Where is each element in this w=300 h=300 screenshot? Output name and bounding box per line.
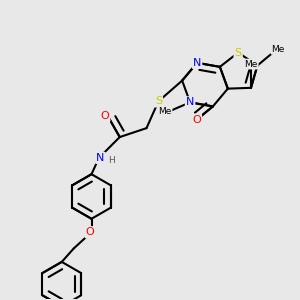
Text: O: O [192, 115, 201, 125]
Text: Me: Me [244, 59, 258, 68]
Text: H: H [108, 156, 115, 165]
Text: Me: Me [272, 45, 285, 54]
Text: N: N [96, 153, 105, 163]
Text: N: N [186, 98, 194, 107]
Text: N: N [193, 58, 201, 68]
Text: S: S [235, 48, 242, 58]
Text: O: O [85, 227, 94, 237]
Text: Me: Me [158, 107, 172, 116]
Text: O: O [100, 111, 109, 121]
Text: S: S [155, 96, 162, 106]
